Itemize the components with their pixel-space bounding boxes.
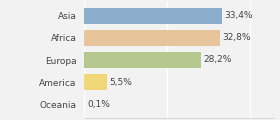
Text: 5,5%: 5,5% [109, 78, 132, 87]
Text: 28,2%: 28,2% [203, 55, 232, 64]
Text: 32,8%: 32,8% [222, 33, 251, 42]
Text: 33,4%: 33,4% [225, 11, 253, 20]
Bar [84, 8, 222, 24]
Bar [84, 52, 201, 68]
Bar [84, 30, 220, 46]
Text: 0,1%: 0,1% [87, 100, 110, 109]
Bar [84, 74, 107, 90]
